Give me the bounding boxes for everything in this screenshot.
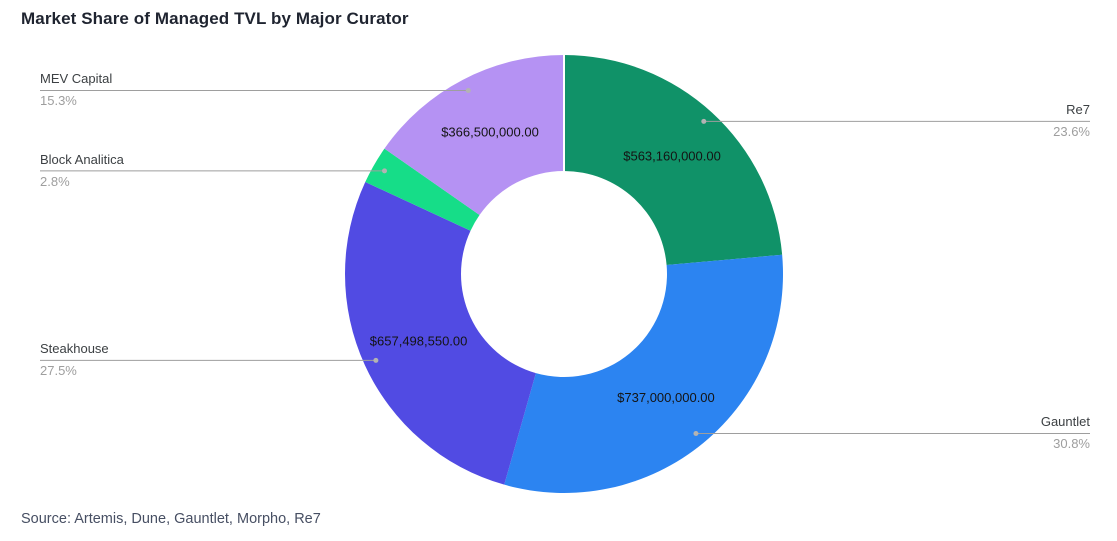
leader-dot-block-analitica (382, 168, 388, 174)
pie-slice-re7[interactable] (564, 55, 783, 265)
chart-title: Market Share of Managed TVL by Major Cur… (21, 9, 409, 28)
leader-dot-steakhouse (373, 357, 379, 363)
pie-slice-mev-capital[interactable] (384, 55, 564, 216)
slice-value-label-steakhouse: $657,498,550.00 (370, 333, 468, 348)
pie-slice-block-analitica[interactable] (365, 148, 480, 231)
slice-value-label-mev-capital: $366,500,000.00 (441, 125, 539, 140)
leader-dot-mev-capital (465, 87, 471, 93)
pie-slice-steakhouse[interactable] (345, 182, 536, 485)
slice-value-label-re7: $563,160,000.00 (623, 148, 721, 163)
pie-slice-gauntlet[interactable] (504, 254, 783, 493)
leader-dot-gauntlet (693, 430, 699, 436)
slice-value-label-gauntlet: $737,000,000.00 (617, 390, 715, 405)
source-note: Source: Artemis, Dune, Gauntlet, Morpho,… (21, 511, 321, 527)
leader-dot-re7 (701, 118, 707, 124)
